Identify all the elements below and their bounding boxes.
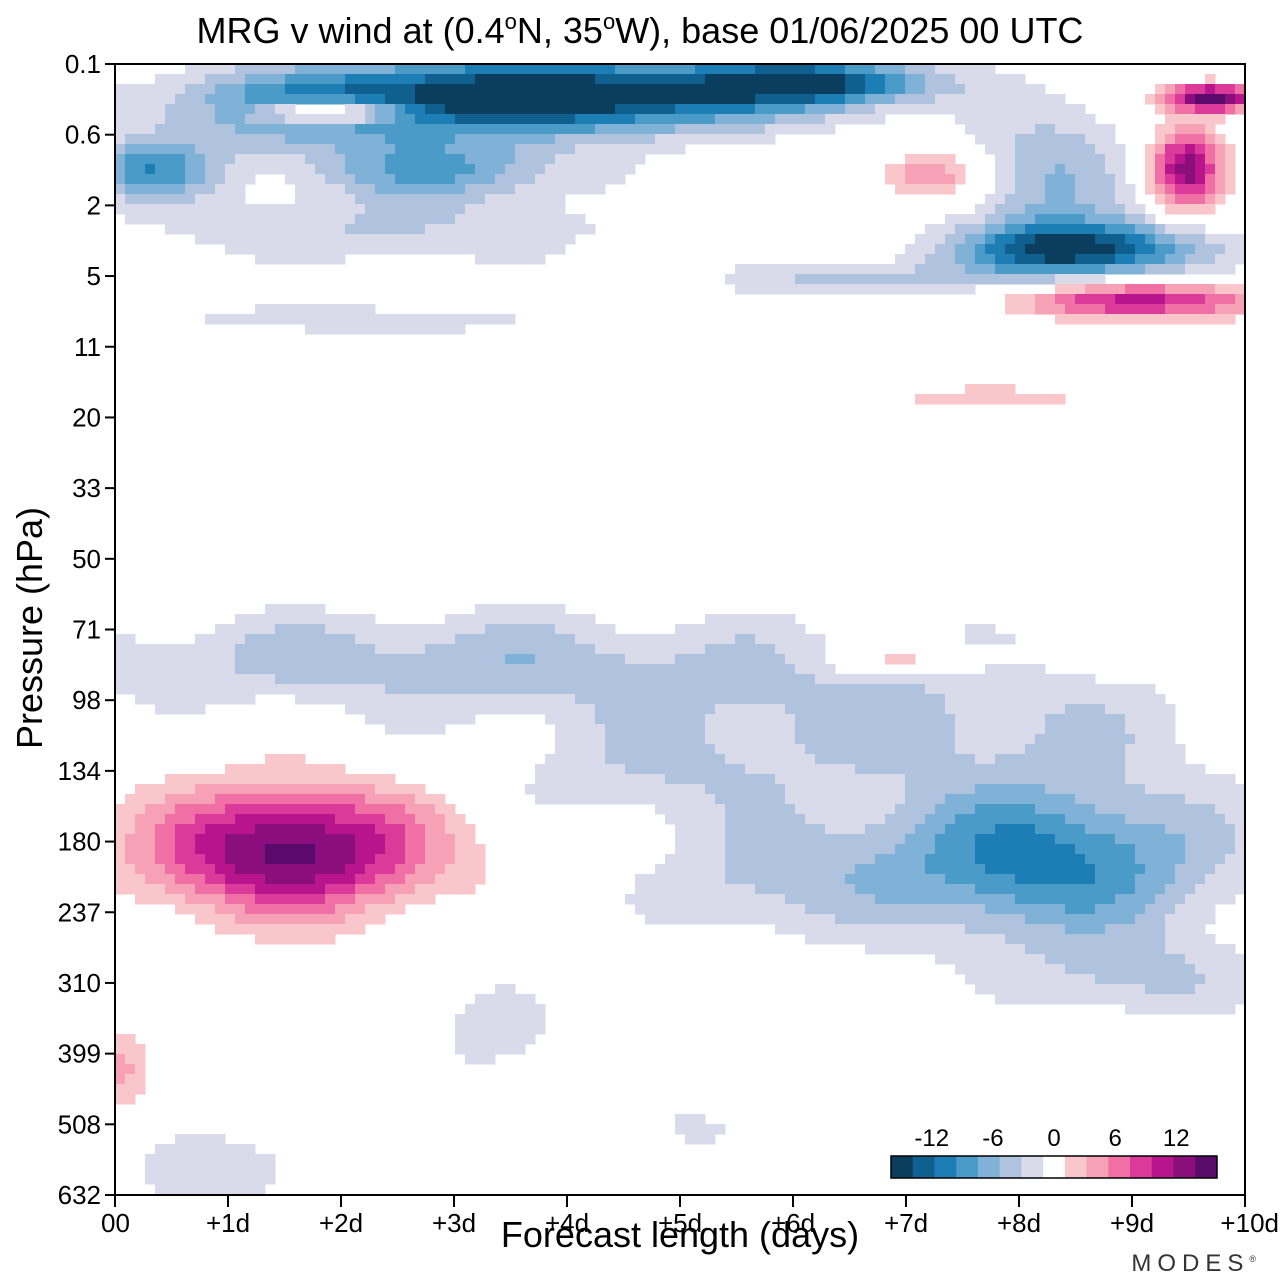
x-tick-label: +6d <box>771 1208 815 1238</box>
y-tick-label: 310 <box>58 968 101 998</box>
colorbar-swatch <box>912 1156 935 1178</box>
x-tick-label: +8d <box>997 1208 1041 1238</box>
x-tick-label: 00 <box>101 1208 130 1238</box>
y-tick-label: 399 <box>58 1039 101 1069</box>
y-tick-label: 71 <box>72 615 101 645</box>
y-tick-label: 134 <box>58 756 101 786</box>
colorbar-label: -6 <box>982 1125 1003 1152</box>
y-tick-label: 0.6 <box>65 120 101 150</box>
colorbar-swatch <box>1021 1156 1044 1178</box>
modes-logo: MODES® <box>1131 1250 1256 1277</box>
chart-title: MRG v wind at (0.4oN, 35oW), base 01/06/… <box>196 9 1084 51</box>
colorbar-swatch <box>1173 1156 1196 1178</box>
colorbar-label: 0 <box>1047 1125 1060 1152</box>
y-tick-label: 98 <box>72 685 101 715</box>
y-tick-label: 2 <box>87 190 101 220</box>
x-tick-label: +7d <box>884 1208 928 1238</box>
colorbar-swatch <box>999 1156 1022 1178</box>
colorbar-swatch <box>891 1156 914 1178</box>
colorbar-swatch <box>977 1156 1001 1178</box>
colorbar-swatch <box>1108 1156 1131 1178</box>
x-tick-label: +1d <box>206 1208 250 1238</box>
y-tick-label: 33 <box>72 473 101 503</box>
y-tick-label: 0.1 <box>65 49 101 79</box>
colorbar-label: 12 <box>1163 1125 1190 1152</box>
y-axis-label: Pressure (hPa) <box>9 506 50 750</box>
y-tick-label: 180 <box>58 827 101 857</box>
y-tick-label: 20 <box>72 402 101 432</box>
y-tick-label: 50 <box>72 544 101 574</box>
colorbar-swatch <box>934 1156 957 1178</box>
y-tick-label: 632 <box>58 1180 101 1210</box>
colorbar-swatch <box>956 1156 979 1178</box>
x-axis-ticks: 00 +1d +2d +3d +4d +5d +6d +7d +8d +9d +10d <box>101 1195 1279 1238</box>
y-tick-label: 508 <box>58 1109 101 1139</box>
x-tick-label: +4d <box>545 1208 589 1238</box>
colorbar-swatch <box>1043 1156 1066 1178</box>
colorbar-swatch <box>1086 1156 1109 1178</box>
colorbar-swatch <box>1130 1156 1153 1178</box>
y-tick-label: 237 <box>58 897 101 927</box>
colorbar-frame <box>890 1155 1218 1179</box>
x-tick-label: +3d <box>432 1208 476 1238</box>
colorbar-label: -12 <box>914 1125 949 1152</box>
y-tick-label: 5 <box>87 261 101 291</box>
colorbar-label: 6 <box>1108 1125 1121 1152</box>
colorbar-swatch <box>1064 1156 1088 1178</box>
x-tick-label: +2d <box>319 1208 363 1238</box>
x-tick-label: +10d <box>1220 1208 1279 1238</box>
y-tick-label: 11 <box>74 332 101 362</box>
colorbar: -12 -6 0 6 12 <box>878 1112 1234 1190</box>
y-axis-ticks: 0.1 0.6 2 5 11 20 33 50 71 98 134 180 237 310 399 508 63… <box>58 49 115 1210</box>
x-tick-label: +5d <box>658 1208 702 1238</box>
colorbar-swatch <box>1151 1156 1175 1178</box>
colorbar-swatch <box>1195 1156 1218 1178</box>
x-tick-label: +9d <box>1110 1208 1154 1238</box>
contour-field <box>115 64 1245 1195</box>
x-axis-label: Forecast length (days) <box>500 1214 860 1255</box>
